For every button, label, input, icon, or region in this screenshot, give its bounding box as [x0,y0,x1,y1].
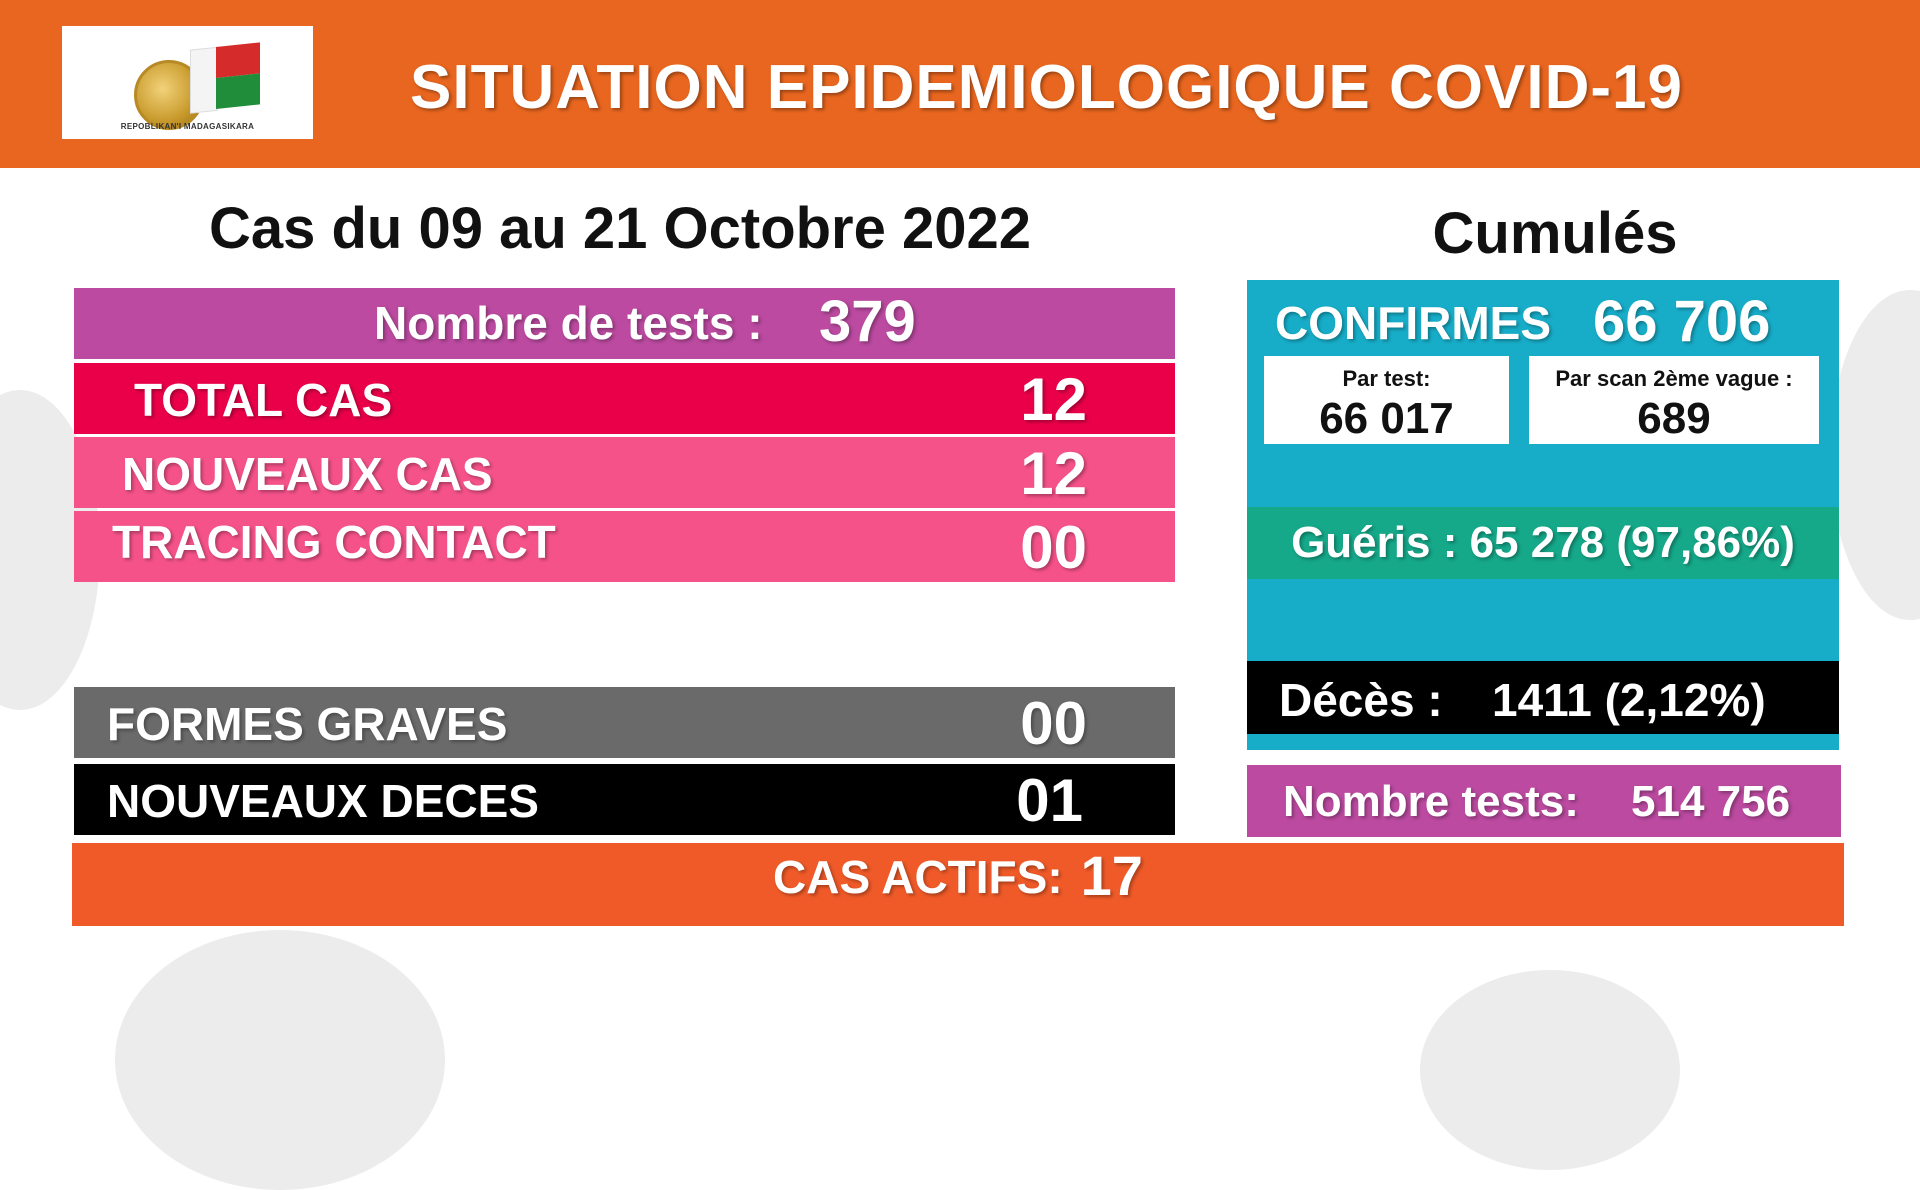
nouveaux-deces-label: NOUVEAUX DECES [107,775,539,827]
cas-actifs-value: 17 [1080,844,1143,907]
logo-caption: REPOBLIKAN'I MADAGASIKARA [120,122,255,131]
gueris-row: Guéris : 65 278 (97,86%) [1247,507,1839,579]
nouveaux-cas-value: 12 [1020,440,1087,507]
page-title: SITUATION EPIDEMIOLOGIQUE COVID-19 [410,53,1683,122]
formes-graves-row: FORMES GRAVES 00 [74,687,1175,758]
nouveaux-cas-label: NOUVEAUX CAS [122,448,493,500]
total-cas-value: 12 [1020,366,1087,433]
tests-cumul-label: Nombre tests: [1283,777,1579,826]
period-title: Cas du 09 au 21 Octobre 2022 [208,196,1032,261]
deces-cumul-row: Décès : 1411 (2,12%) [1247,661,1839,734]
formes-graves-label: FORMES GRAVES [107,698,508,750]
par-scan-box: Par scan 2ème vague : 689 [1529,356,1819,444]
tracing-contact-label: TRACING CONTACT [112,516,556,568]
republic-logo: REPOBLIKAN'I MADAGASIKARA [62,26,313,139]
total-cas-row: TOTAL CAS 12 [74,363,1175,434]
cas-actifs-banner: CAS ACTIFS: 17 [72,843,1844,926]
madagascar-flag-icon [190,42,260,114]
formes-graves-value: 00 [1020,690,1087,757]
par-test-label: Par test: [1342,366,1431,391]
tests-row: Nombre de tests : 379 [74,288,1175,359]
tracing-contact-row: TRACING CONTACT 00 [74,511,1175,582]
confirmes-value: 66 706 [1593,289,1771,354]
gueris-text: Guéris : 65 278 (97,86%) [1291,518,1795,567]
cas-actifs-label: CAS ACTIFS: [773,851,1063,903]
deces-cumul-value: 1411 (2,12%) [1492,674,1766,726]
header-bar: REPOBLIKAN'I MADAGASIKARA SITUATION EPID… [0,0,1920,168]
par-scan-label: Par scan 2ème vague : [1555,366,1793,391]
cumul-title: Cumulés [1432,201,1678,266]
tracing-contact-value: 00 [1020,514,1087,581]
tests-cumul-value: 514 756 [1631,777,1791,826]
tests-cumul-row: Nombre tests: 514 756 [1247,765,1841,837]
virus-decoration-bottom-left [115,930,445,1190]
nouveaux-deces-value: 01 [1016,767,1083,834]
par-test-value: 66 017 [1319,394,1454,443]
tests-label: Nombre de tests : [374,297,763,349]
deces-cumul-label: Décès : [1279,674,1443,726]
nouveaux-deces-row: NOUVEAUX DECES 01 [74,764,1175,835]
confirmes-label: CONFIRMES [1275,297,1551,349]
total-cas-label: TOTAL CAS [134,374,393,426]
par-scan-value: 689 [1637,394,1711,443]
tests-value: 379 [819,289,916,354]
virus-decoration-right [1830,290,1920,620]
par-test-box: Par test: 66 017 [1264,356,1509,444]
virus-decoration-bottom-right [1420,970,1680,1170]
nouveaux-cas-row: NOUVEAUX CAS 12 [74,437,1175,508]
